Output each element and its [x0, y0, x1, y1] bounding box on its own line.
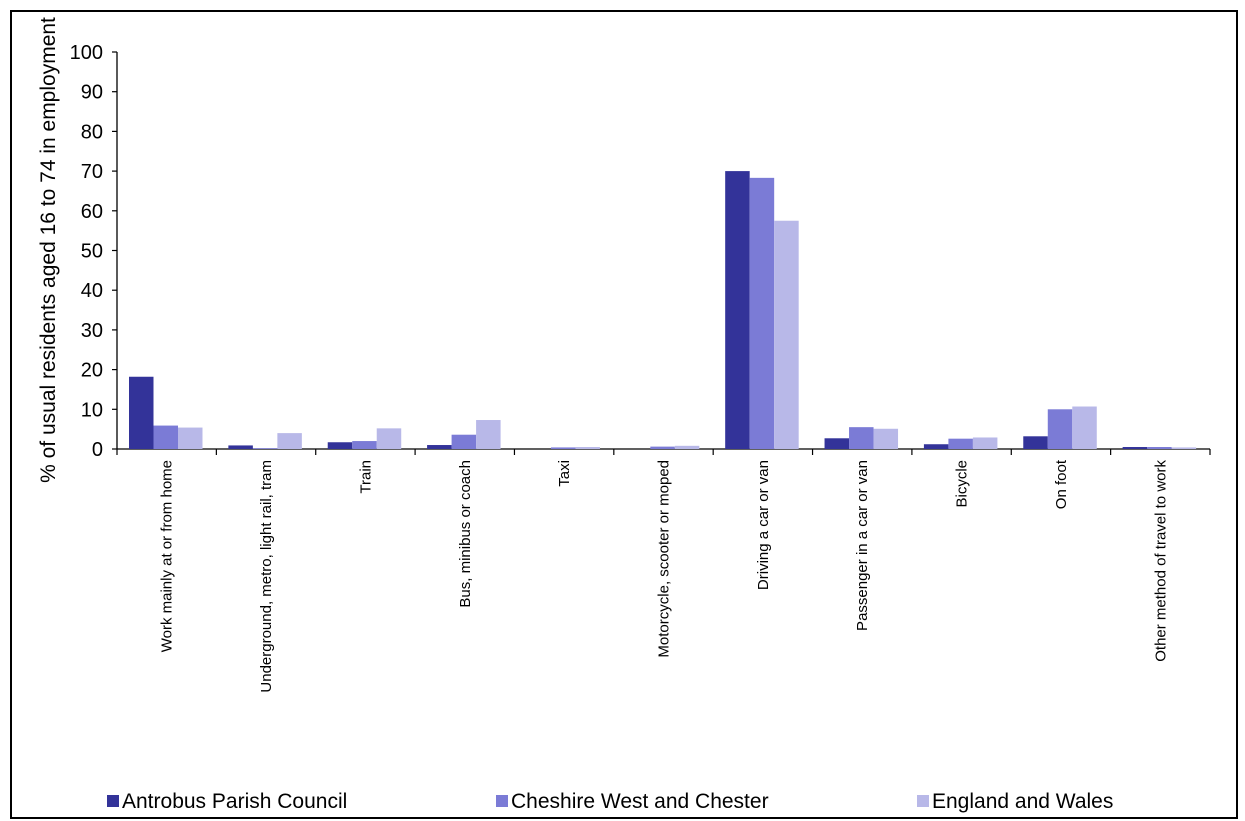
y-tick-label: 60: [81, 201, 103, 223]
bar-3-11: [1171, 447, 1197, 449]
bar-3-7: [774, 220, 799, 449]
bar-3-3: [376, 428, 402, 449]
legend-label-2: Cheshire West and Chester: [511, 790, 769, 813]
category-label: Driving a car or van: [755, 460, 772, 590]
y-tick-label: 90: [81, 82, 103, 104]
y-tick-label: 0: [92, 439, 103, 461]
bar-1-11: [1122, 447, 1148, 449]
bar-1-3: [327, 442, 353, 449]
bar-1-1: [129, 376, 154, 449]
y-tick-label: 10: [81, 399, 103, 421]
y-tick-label: 40: [81, 280, 103, 302]
legend-swatch-1: [107, 795, 119, 807]
bar-2-8: [849, 427, 874, 449]
category-label: Bus, minibus or coach: [457, 460, 474, 608]
bar-3-1: [178, 427, 203, 449]
legend-swatch-2: [496, 795, 508, 807]
bar-3-4: [476, 420, 501, 449]
legend-label-1: Antrobus Parish Council: [122, 790, 347, 813]
category-label: Bicycle: [954, 460, 971, 508]
axes: 0 10 20 30 40 50 60 70 80 90 100: [70, 42, 1211, 461]
bars: [129, 171, 1197, 449]
bar-1-2: [228, 445, 253, 449]
bar-1-7: [725, 171, 750, 449]
bar-1-10: [1023, 436, 1048, 449]
category-label: Train: [357, 460, 374, 494]
legend: Antrobus Parish Council Cheshire West and…: [107, 790, 1113, 813]
bar-3-2: [277, 433, 302, 449]
y-tick-label: 80: [81, 121, 103, 143]
bar-2-11: [1147, 447, 1172, 449]
bar-2-2: [252, 448, 278, 449]
chart-frame: [10, 10, 1238, 819]
category-label: Motorcycle, scooter or moped: [656, 460, 673, 658]
category-label: Other method of travel to work: [1152, 460, 1169, 662]
bar-3-8: [873, 428, 899, 449]
bar-2-4: [451, 434, 477, 449]
category-labels: Work mainly at or from home Underground, …: [159, 459, 1170, 692]
legend-label-3: England and Wales: [932, 790, 1113, 813]
bar-2-1: [153, 425, 178, 449]
y-tick-label: 100: [70, 42, 103, 64]
y-tick-label: 20: [81, 360, 103, 382]
bar-2-5: [550, 447, 576, 449]
bar-2-9: [948, 438, 973, 449]
bar-3-9: [972, 437, 998, 449]
bar-1-4: [427, 445, 452, 449]
category-label: Underground, metro, light rail, tram: [258, 460, 275, 693]
bar-1-8: [824, 438, 850, 449]
bar-3-5: [575, 447, 600, 449]
y-axis-title: % of usual residents aged 16 to 74 in em…: [37, 17, 60, 483]
bar-3-6: [674, 445, 700, 449]
category-label: On foot: [1053, 459, 1070, 509]
bar-2-6: [650, 446, 675, 449]
bar-1-9: [923, 444, 949, 449]
y-tick-label: 70: [81, 161, 103, 183]
y-tick-label: 30: [81, 320, 103, 342]
y-tick-label: 50: [81, 241, 103, 263]
y-axis-title-group: % of usual residents aged 16 to 74 in em…: [37, 17, 60, 483]
bar-2-10: [1047, 409, 1073, 449]
bar-3-10: [1072, 406, 1097, 449]
category-label: Work mainly at or from home: [159, 460, 176, 652]
category-label: Taxi: [556, 460, 573, 487]
bar-2-7: [749, 177, 775, 449]
legend-swatch-3: [917, 795, 929, 807]
bar-2-3: [352, 441, 377, 449]
category-label: Passenger in a car or van: [854, 460, 871, 631]
